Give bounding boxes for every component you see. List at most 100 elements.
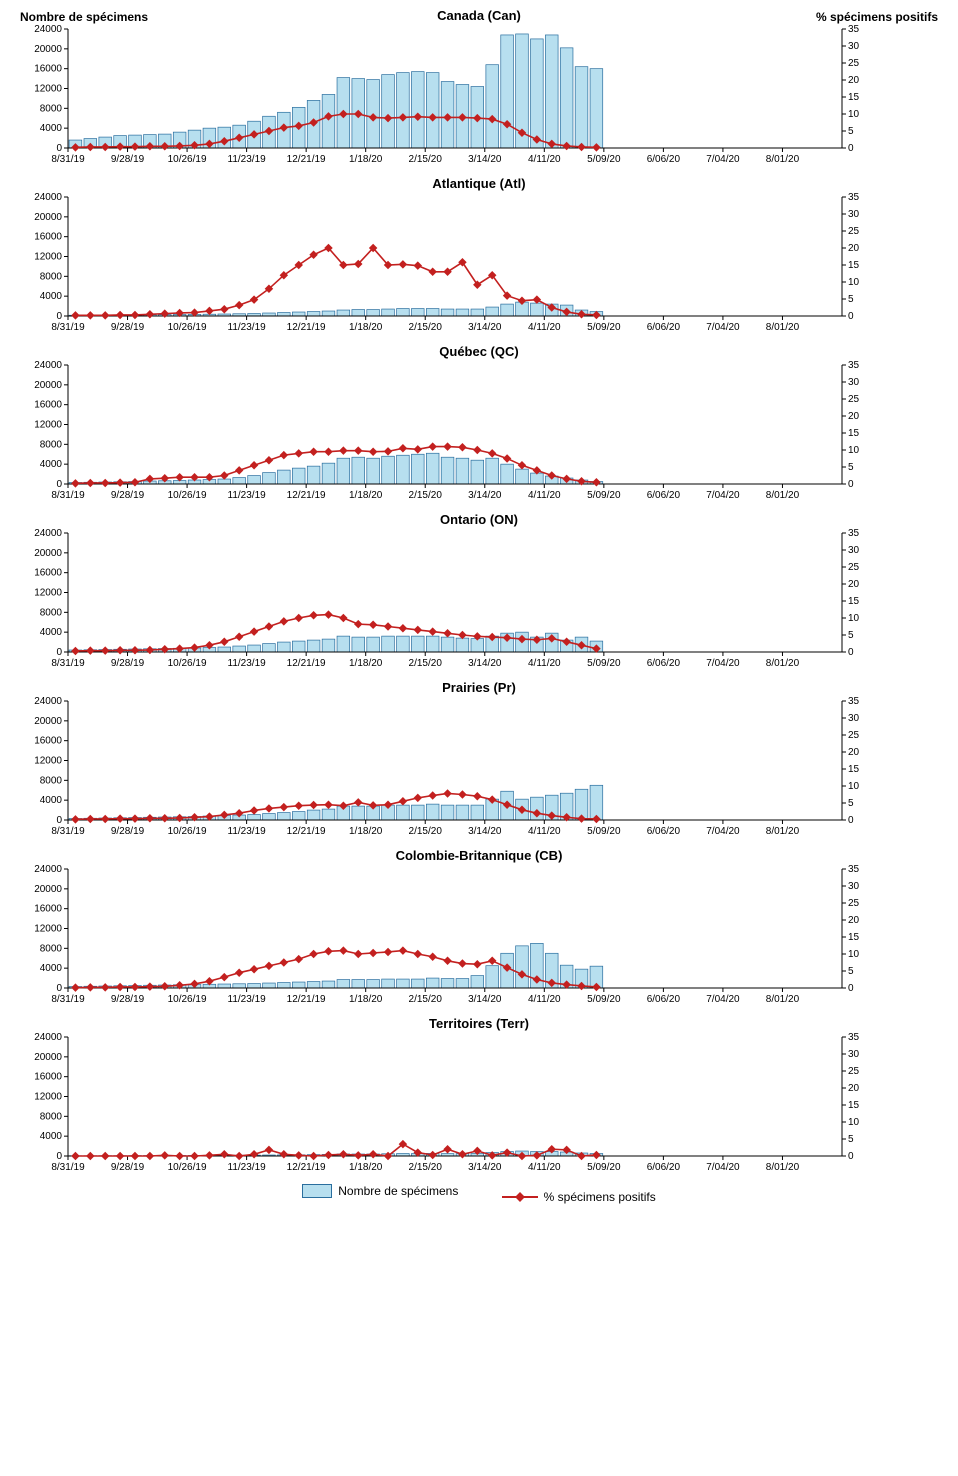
marker (265, 962, 273, 970)
marker (86, 311, 94, 319)
svg-text:3/14/20: 3/14/20 (468, 322, 502, 333)
bar (397, 309, 410, 316)
svg-text:5: 5 (848, 966, 854, 977)
svg-text:5: 5 (848, 1134, 854, 1145)
marker (101, 983, 109, 991)
marker (428, 1151, 436, 1159)
bar (486, 307, 499, 316)
marker (294, 955, 302, 963)
marker (235, 968, 243, 976)
svg-text:5: 5 (848, 294, 854, 305)
bar (248, 815, 261, 820)
bar (307, 810, 320, 820)
bar (411, 979, 424, 988)
bar (471, 639, 484, 652)
svg-text:6/06/20: 6/06/20 (647, 826, 681, 837)
svg-text:8/01/20: 8/01/20 (766, 490, 800, 501)
bar (575, 67, 588, 148)
svg-text:12/21/19: 12/21/19 (287, 322, 326, 333)
svg-text:15: 15 (848, 92, 860, 103)
marker (458, 443, 466, 451)
bar (411, 309, 424, 316)
marker (175, 814, 183, 822)
bar (218, 479, 231, 484)
marker (131, 311, 139, 319)
svg-text:6/06/20: 6/06/20 (647, 1162, 681, 1173)
svg-text:12/21/19: 12/21/19 (287, 154, 326, 165)
svg-text:15: 15 (848, 428, 860, 439)
bar (322, 463, 335, 484)
legend-bar-label: Nombre de spécimens (338, 1184, 458, 1198)
svg-text:0: 0 (848, 479, 854, 490)
svg-text:4000: 4000 (40, 291, 63, 302)
svg-text:2/15/20: 2/15/20 (409, 154, 443, 165)
svg-text:30: 30 (848, 41, 860, 52)
marker (101, 479, 109, 487)
svg-text:12000: 12000 (34, 756, 62, 767)
svg-text:35: 35 (848, 25, 860, 35)
marker (220, 973, 228, 981)
svg-text:8/01/20: 8/01/20 (766, 658, 800, 669)
marker (71, 311, 79, 319)
legend-item-bars: Nombre de spécimens (302, 1184, 458, 1198)
svg-text:0: 0 (848, 1151, 854, 1162)
svg-text:12000: 12000 (34, 1092, 62, 1103)
marker (443, 1145, 451, 1153)
bar (382, 309, 395, 316)
svg-text:8/01/20: 8/01/20 (766, 322, 800, 333)
svg-text:4/11/20: 4/11/20 (528, 1162, 561, 1173)
bar (516, 469, 529, 484)
svg-text:20000: 20000 (34, 380, 62, 391)
bar (367, 637, 380, 652)
svg-text:24000: 24000 (34, 25, 62, 35)
marker (428, 791, 436, 799)
bar (367, 310, 380, 316)
marker (116, 983, 124, 991)
svg-text:30: 30 (848, 881, 860, 892)
bar (441, 457, 454, 484)
svg-text:5: 5 (848, 798, 854, 809)
bar (322, 639, 335, 652)
svg-text:8000: 8000 (40, 103, 63, 114)
bar (278, 313, 291, 316)
legend-line-label: % spécimens positifs (544, 1190, 656, 1204)
svg-text:5/09/20: 5/09/20 (587, 826, 621, 837)
bar (516, 946, 529, 988)
marker (384, 447, 392, 455)
svg-text:7/04/20: 7/04/20 (706, 994, 740, 1005)
marker (101, 646, 109, 654)
marker (116, 311, 124, 319)
svg-text:15: 15 (848, 932, 860, 943)
bar (278, 813, 291, 820)
svg-text:35: 35 (848, 697, 860, 707)
marker (369, 1150, 377, 1158)
svg-text:30: 30 (848, 713, 860, 724)
svg-text:11/23/19: 11/23/19 (228, 154, 267, 165)
marker (250, 1150, 258, 1158)
marker (518, 461, 526, 469)
marker (384, 948, 392, 956)
marker (369, 949, 377, 957)
marker (161, 814, 169, 822)
bar (322, 809, 335, 820)
bar (501, 464, 514, 484)
svg-text:10/26/19: 10/26/19 (168, 826, 207, 837)
svg-text:15: 15 (848, 764, 860, 775)
marker (399, 260, 407, 268)
marker (324, 447, 332, 455)
svg-text:12000: 12000 (34, 420, 62, 431)
marker (309, 950, 317, 958)
marker (294, 801, 302, 809)
svg-text:25: 25 (848, 1066, 860, 1077)
marker (116, 1152, 124, 1160)
svg-text:1/18/20: 1/18/20 (349, 490, 383, 501)
bar (426, 73, 439, 148)
marker (71, 983, 79, 991)
svg-text:10/26/19: 10/26/19 (168, 994, 207, 1005)
marker (146, 814, 154, 822)
bar (278, 983, 291, 988)
bar (367, 458, 380, 484)
bar (531, 473, 544, 484)
marker (324, 800, 332, 808)
bar (426, 636, 439, 652)
